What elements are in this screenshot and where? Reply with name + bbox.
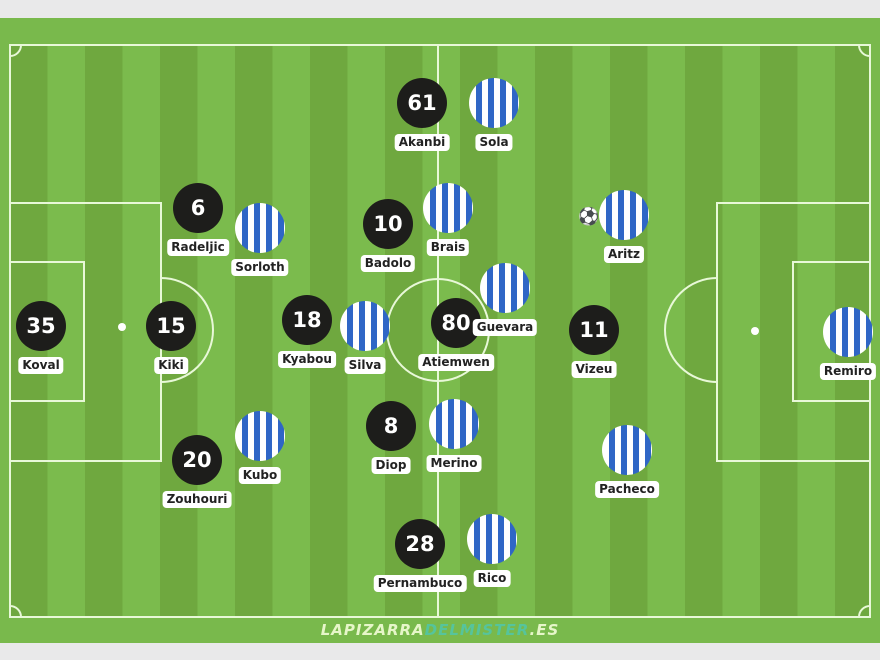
- away-player-token[interactable]: [340, 301, 390, 351]
- away-player-token[interactable]: [469, 78, 519, 128]
- player-name-label: Akanbi: [394, 134, 450, 151]
- away-player-token[interactable]: [423, 183, 473, 233]
- player-name-label: Remiro: [819, 363, 877, 380]
- player-name-label: Kubo: [238, 467, 282, 484]
- away-player-token[interactable]: [467, 514, 517, 564]
- home-player-token[interactable]: 10: [363, 199, 413, 249]
- player-name-label: Diop: [371, 457, 411, 474]
- player-name-label: Sorloth: [231, 259, 289, 276]
- player-name-label: Guevara: [472, 319, 538, 336]
- player-name-label: Silva: [344, 357, 386, 374]
- brand-part-2: DELMISTER: [424, 621, 530, 639]
- home-player-token[interactable]: 8: [366, 401, 416, 451]
- home-player-token[interactable]: 61: [397, 78, 447, 128]
- player-name-label: Atiemwen: [418, 354, 494, 371]
- player-name-label: Radeljic: [167, 239, 229, 256]
- player-name-label: Sola: [475, 134, 513, 151]
- player-name-label: Pacheco: [595, 481, 659, 498]
- home-player-token[interactable]: 20: [172, 435, 222, 485]
- player-name-label: Kyabou: [278, 351, 336, 368]
- home-player-token[interactable]: 35: [16, 301, 66, 351]
- home-player-token[interactable]: 15: [146, 301, 196, 351]
- player-name-label: Pernambuco: [373, 575, 467, 592]
- player-name-label: Kiki: [154, 357, 188, 374]
- brand-part-3: .ES: [529, 621, 560, 639]
- brand-logo: LAPIZARRADELMISTER.ES: [0, 621, 880, 639]
- away-player-token[interactable]: [599, 190, 649, 240]
- ball-icon: ⚽: [578, 207, 600, 227]
- player-name-label: Badolo: [360, 255, 416, 272]
- player-name-label: Merino: [426, 455, 482, 472]
- player-name-label: Aritz: [603, 246, 645, 263]
- player-name-label: Rico: [473, 570, 511, 587]
- home-player-token[interactable]: 11: [569, 305, 619, 355]
- home-player-token[interactable]: 6: [173, 183, 223, 233]
- player-name-label: Koval: [18, 357, 64, 374]
- away-player-token[interactable]: [602, 425, 652, 475]
- away-player-token[interactable]: [480, 263, 530, 313]
- away-player-token[interactable]: [235, 411, 285, 461]
- away-player-token[interactable]: [429, 399, 479, 449]
- brand-part-1: LAPIZARRA: [320, 621, 425, 639]
- player-name-label: Brais: [426, 239, 470, 256]
- home-player-token[interactable]: 80: [431, 298, 481, 348]
- player-name-label: Vizeu: [571, 361, 617, 378]
- away-player-token[interactable]: [823, 307, 873, 357]
- away-player-token[interactable]: [235, 203, 285, 253]
- player-name-label: Zouhouri: [162, 491, 232, 508]
- home-player-token[interactable]: 28: [395, 519, 445, 569]
- home-player-token[interactable]: 18: [282, 295, 332, 345]
